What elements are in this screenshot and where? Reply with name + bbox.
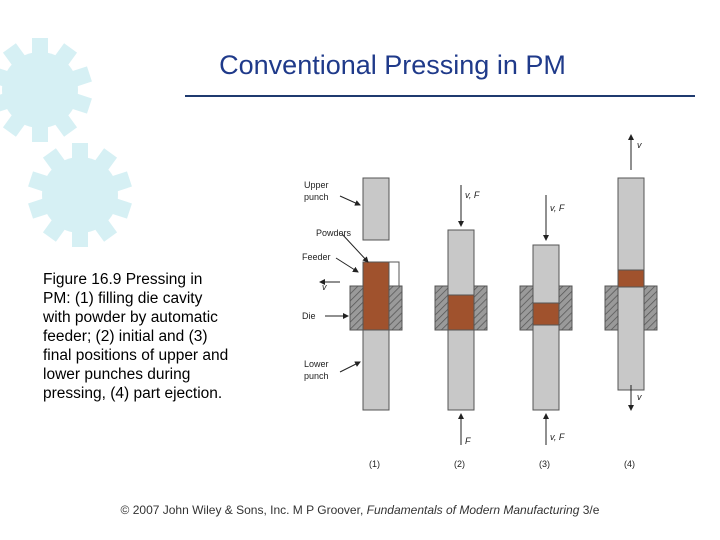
label: v, F <box>465 190 480 200</box>
label: v <box>637 392 642 402</box>
caption-line: PM: (1) filling die cavity <box>43 290 203 307</box>
figure <box>349 177 658 411</box>
caption-line: with powder by automatic <box>43 309 218 326</box>
label: (1) <box>369 459 380 469</box>
label: Upper <box>304 180 329 190</box>
label: (4) <box>624 459 635 469</box>
label: v, F <box>550 203 565 213</box>
label: v, F <box>550 432 565 442</box>
caption-line: Figure 16.9 Pressing in <box>43 271 203 288</box>
label: v <box>637 140 642 150</box>
label: Powders <box>316 228 352 238</box>
figure-labels: Upper punch Powders Feeder Die Lower pun… <box>302 140 642 469</box>
caption-line: final positions of upper and <box>43 347 229 364</box>
label: F <box>465 436 471 446</box>
label: punch <box>304 192 329 202</box>
label: Lower <box>304 359 329 369</box>
label: (2) <box>454 459 465 469</box>
title-rule <box>185 95 695 97</box>
footer-text: 3/e <box>579 503 600 517</box>
label: (3) <box>539 459 550 469</box>
caption-line: feeder; (2) initial and (3) <box>43 328 208 345</box>
caption-line: lower punches during <box>43 366 191 383</box>
footer: © 2007 John Wiley & Sons, Inc. M P Groov… <box>0 503 720 517</box>
footer-text: © 2007 John Wiley & Sons, Inc. M P Groov… <box>120 503 367 517</box>
gear <box>28 143 132 247</box>
gear <box>0 38 92 142</box>
footer-book: Fundamentals of Modern Manufacturing <box>366 503 580 517</box>
label: Feeder <box>302 252 331 262</box>
label: v <box>322 282 327 292</box>
caption: Figure 16.9 Pressing in PM: (1) filling d… <box>43 270 228 403</box>
arrows <box>319 134 634 445</box>
slide-title: Conventional Pressing in PM <box>219 50 566 80</box>
label: punch <box>304 371 329 381</box>
caption-line: pressing, (4) part ejection. <box>43 385 223 402</box>
label: Die <box>302 311 316 321</box>
